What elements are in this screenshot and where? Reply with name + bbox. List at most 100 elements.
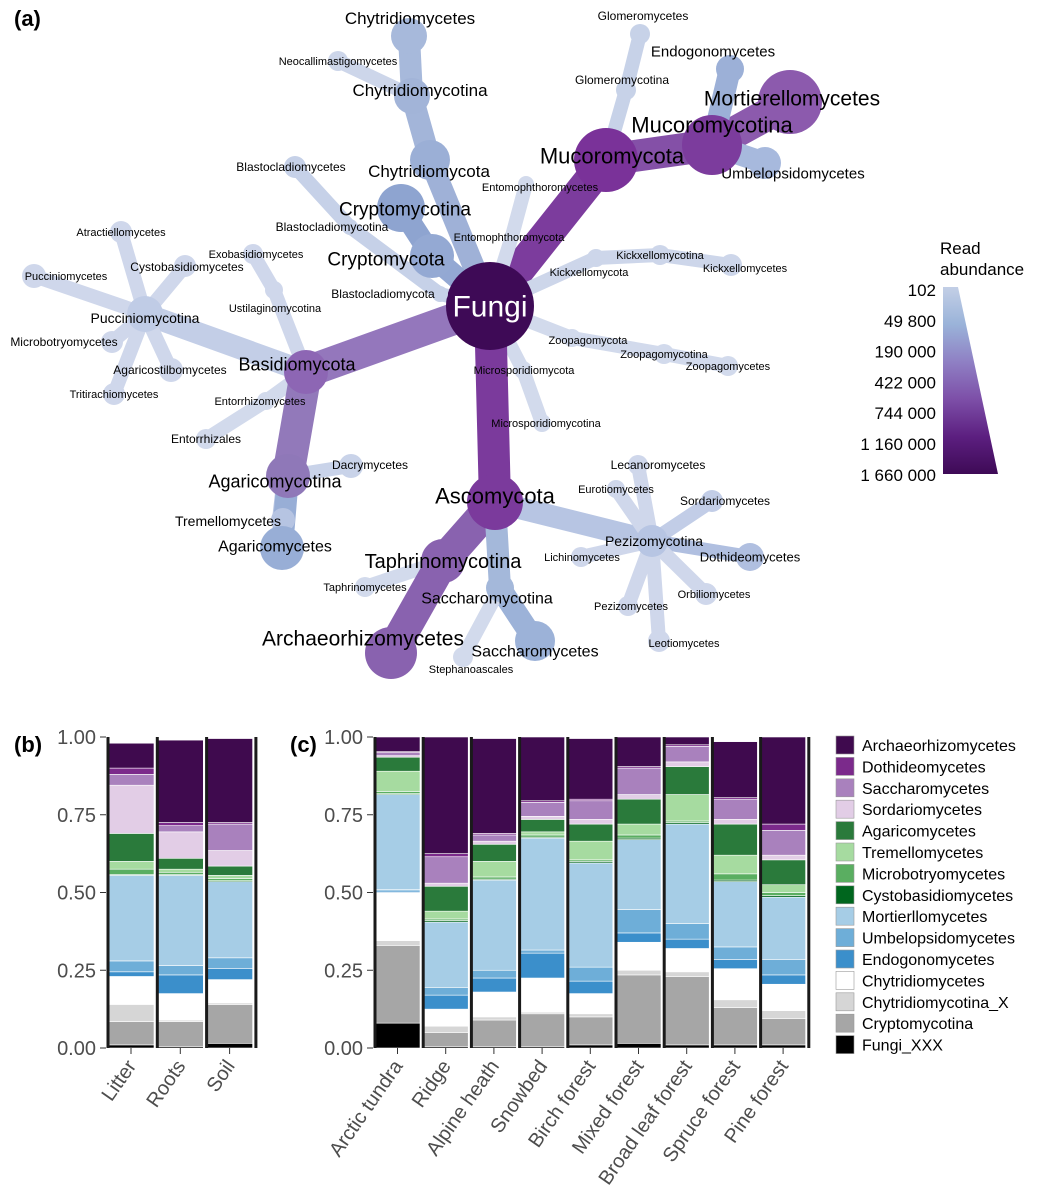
tree-label-pucciniomycotina: Pucciniomycotina (91, 310, 200, 326)
bar-chart-b-litter-archaeorhizomycetes (107, 742, 155, 769)
bar-chart-c-birch-forest-mortierllomycetes (567, 862, 614, 968)
tree-node-neocallimastigomycetes (328, 51, 348, 71)
bar-chart-c-mixed-forest-microbotryomycetes (615, 834, 662, 839)
panel-label-c: (c) (290, 732, 317, 757)
bar-chart-c-birch-forest-saccharomycetes (567, 800, 614, 820)
bar-chart-c-spruce-forest-agaricomycetes (712, 823, 758, 856)
tree-label-glomeromycotina: Glomeromycotina (575, 73, 669, 87)
tree-node-mucoromycota (574, 128, 638, 192)
legend-label-dothideomycetes: Dothideomycetes (862, 759, 986, 776)
bar-chart-c-pine-forest-chytridiomycotina-x (760, 1010, 806, 1019)
bar-chart-c-snowbed-umbelopsidomycetes (519, 949, 565, 954)
tree-label-kickxellomycota: Kickxellomycota (550, 267, 630, 279)
bar-chart-c-broad-leaf-forest-fungi-xxx (663, 1044, 710, 1049)
tree-node-orbiliomycetes (695, 583, 717, 605)
y-tick-label-chart-c-2: 0.50 (324, 883, 363, 905)
tree-label-zoopagomycetes: Zoopagomycetes (686, 361, 771, 373)
tree-label-zoopagomycota: Zoopagomycota (549, 335, 629, 347)
bar-chart-b-litter-fungi-xxx (107, 1044, 155, 1049)
tree-label-endogonomycetes: Endogonomycetes (651, 43, 775, 60)
tree-edge-pezizomycotina-dothideomycetes (645, 534, 757, 564)
colorbar-tick-6: 1 660 000 (860, 466, 936, 485)
legend-label-saccharomycetes: Saccharomycetes (862, 781, 989, 798)
bar-chart-c-pine-forest-archaeorhizomycetes (760, 736, 806, 825)
tree-node-zoopagomycotina (654, 344, 674, 364)
bar-chart-c-broad-leaf-forest-mortierllomycetes (663, 823, 710, 924)
bar-chart-c-ridge-cryptomycotina (422, 1032, 469, 1047)
tree-node-microsporidiomycota (514, 361, 532, 379)
bar-chart-b-soil-sordariomycetes (206, 850, 253, 867)
bar-chart-c-arctic-tundra-saccharomycetes (374, 752, 421, 756)
bar-chart-c-ridge-agaricomycetes (422, 885, 469, 912)
legend-label-mortierllomycetes: Mortierllomycetes (862, 909, 987, 926)
tree-label-dacrymycetes: Dacrymycetes (332, 458, 408, 472)
bar-chart-c-ridge-umbelopsidomycetes (422, 987, 469, 996)
tree-label-microsporidiomycota: Microsporidiomycota (474, 365, 576, 377)
tree-label-agaricomycotina: Agaricomycotina (208, 471, 342, 491)
tree-label-atractiellomycetes: Atractiellomycetes (76, 227, 166, 239)
bar-chart-c-broad-leaf-forest-cryptomycotina (663, 976, 710, 1046)
colorbar-wedge (943, 287, 998, 474)
bar-chart-c-spruce-forest-umbelopsidomycetes (712, 946, 758, 960)
tree-node-sordariomycetes (701, 490, 723, 512)
bar-chart-c-arctic-tundra-chytridiomycetes (374, 892, 421, 942)
bar-chart-c-pine-forest-chytridiomycetes (760, 983, 806, 1011)
y-tick-label-chart-c-3: 0.75 (324, 805, 363, 827)
tree-node-chytridiomycetes (391, 18, 427, 54)
bar-chart-c-spruce-forest-tremellomycetes (712, 854, 758, 875)
bar-chart-c-spruce-forest-cryptomycotina (712, 1007, 758, 1046)
legend-swatch-umbelopsidomycetes (835, 928, 855, 947)
tree-label-stephanoascales: Stephanoascales (429, 664, 514, 676)
tree-edge-microsporidiomycota-microsporidiomycotina (516, 363, 549, 430)
bar-chart-c-mixed-forest-archaeorhizomycetes (615, 736, 662, 767)
tree-node-endogonomycetes (716, 55, 744, 83)
bar-chart-c-birch-forest-endogonomycetes (567, 980, 614, 994)
bar-chart-c-mixed-forest-tremellomycetes (615, 823, 662, 836)
tree-label-lichinomycetes: Lichinomycetes (544, 552, 620, 564)
tree-node-basidiomycota (284, 350, 328, 394)
tree-node-microbotryomycetes (101, 331, 123, 353)
legend-label-archaeorhizomycetes: Archaeorhizomycetes (862, 738, 1016, 755)
bar-chart-b-roots-cryptomycotina (157, 1021, 204, 1047)
bar-chart-b-litter-umbelopsidomycetes (107, 960, 155, 973)
tree-label-tritirachiomycetes: Tritirachiomycetes (70, 389, 159, 401)
y-tick-label-chart-b-4: 1.00 (57, 727, 96, 749)
bar-chart-c-alpine-heath-tremellomycetes (471, 861, 517, 878)
tree-label-taphrinomycotina: Taphrinomycotina (365, 551, 523, 573)
tree-label-ascomycota: Ascomycota (435, 484, 556, 509)
tree-node-cryptomycota (410, 234, 454, 278)
tree-node-entorrhizomycetes (257, 392, 275, 410)
panel-label-a: (a) (14, 6, 41, 31)
bar-chart-c-snowbed-sordariomycetes (519, 816, 565, 820)
tree-node-saccharomycetes (515, 621, 555, 661)
bar-separator-chart-c-8 (759, 737, 763, 1048)
x-tick-label-chart-b-litter: Litter (98, 1056, 142, 1105)
bar-chart-c-mixed-forest-saccharomycetes (615, 767, 662, 795)
tree-node-umbelopsidomycetes (749, 147, 781, 179)
bar-chart-c-alpine-heath-mortierllomycetes (471, 879, 517, 971)
bar-chart-b-roots-endogonomycetes (157, 974, 204, 994)
tree-label-neocallimastigomycetes: Neocallimastigomycetes (279, 56, 398, 68)
bar-chart-b-litter-chytridiomycotina-x (107, 1004, 155, 1022)
tree-node-agaricomycetes (260, 526, 304, 570)
colorbar-title-line1: Read (940, 239, 981, 258)
tree-node-lecanoromycetes (628, 455, 648, 475)
legend-swatch-fungi-xxx (835, 1035, 855, 1054)
tree-node-lichinomycetes (571, 547, 591, 567)
tree-node-agaricostilbomycetes (159, 358, 183, 382)
tree-label-basidiomycota: Basidiomycota (238, 354, 356, 374)
tree-node-archaeorhizomycetes (365, 627, 417, 679)
legend-swatch-chytridiomycotina-x (835, 992, 855, 1012)
legend-swatch-chytridiomycetes (835, 971, 855, 990)
tree-label-archaeorhizomycetes: Archaeorhizomycetes (262, 627, 464, 650)
bar-chart-c-arctic-tundra-fungi-xxx (374, 1022, 421, 1049)
tree-node-kickxellomycota (587, 249, 605, 267)
tree-label-blastocladiomycotina: Blastocladiomycotina (276, 220, 389, 234)
bar-chart-c-spruce-forest-fungi-xxx (712, 1044, 758, 1049)
bar-chart-c-pine-forest-fungi-xxx (760, 1044, 806, 1049)
bar-chart-b-soil-cryptomycotina (206, 1004, 253, 1044)
tree-label-entomophthoromycota: Entomophthoromycota (454, 232, 566, 244)
tree-node-pezizomycotina (636, 525, 668, 557)
tree-node-taphrinomycotina (421, 539, 465, 583)
